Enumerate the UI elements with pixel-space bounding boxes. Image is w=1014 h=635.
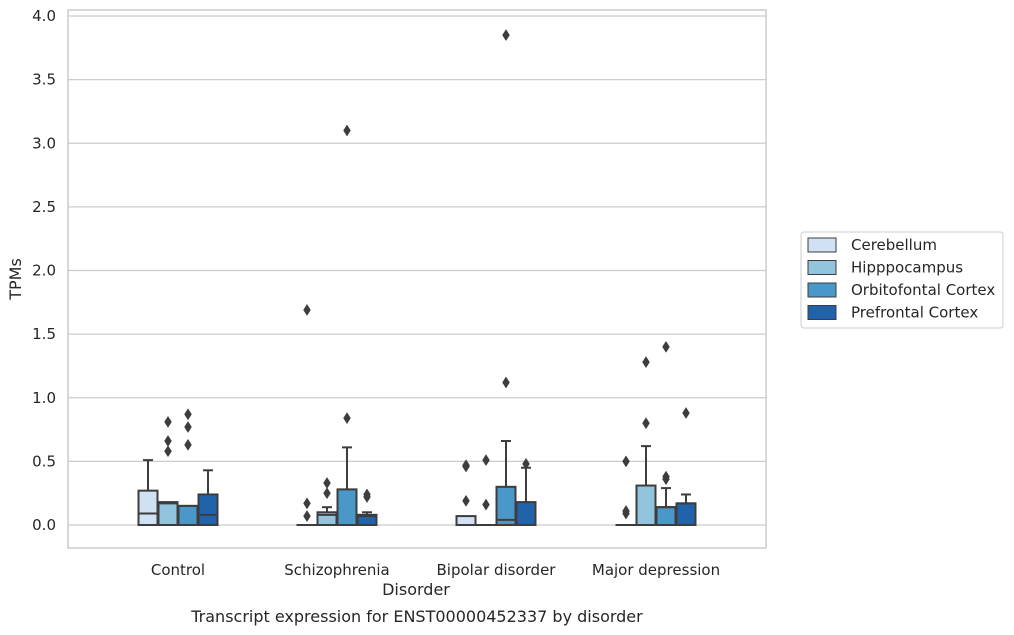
box	[655, 506, 677, 526]
outlier-point	[184, 438, 192, 451]
y-tick-label: 3.0	[32, 134, 56, 152]
box-plot	[455, 459, 477, 527]
outlier-point	[363, 488, 371, 501]
box-plot	[137, 459, 159, 526]
box	[675, 502, 697, 526]
outlier-point	[482, 454, 490, 467]
outlier-point	[323, 477, 331, 489]
outlier-point	[184, 408, 192, 421]
y-tick-label: 0.0	[32, 516, 56, 534]
y-tick-label: 2.5	[32, 198, 56, 216]
outlier-point	[622, 455, 630, 468]
box-plot	[615, 455, 637, 527]
outlier-point	[323, 487, 331, 500]
legend-label: Cerebellum	[851, 236, 937, 254]
outlier-point	[642, 356, 650, 369]
outlier-point	[303, 510, 311, 523]
x-tick-label: Schizophrenia	[284, 561, 389, 579]
outlier-point	[343, 412, 351, 425]
legend: Cerebellum Hipppocampus Orbitofontal Corte…	[800, 231, 1004, 329]
outlier-point	[662, 340, 670, 353]
x-tick-label: Control	[151, 561, 205, 579]
box	[455, 515, 477, 527]
legend-frame	[800, 231, 1004, 329]
y-tick-label: 1.5	[32, 325, 56, 343]
legend-swatch	[807, 260, 837, 275]
outlier-point	[303, 303, 311, 316]
box-plot	[356, 488, 378, 527]
box-plot	[495, 29, 517, 527]
legend-item: Hipppocampus	[807, 259, 963, 277]
legend-swatch	[807, 282, 837, 298]
x-tick-label: Bipolar disorder	[437, 561, 557, 579]
box-series	[137, 29, 697, 527]
outlier-point	[164, 445, 172, 458]
box-plot	[515, 457, 537, 527]
legend-swatch	[807, 305, 837, 320]
box-plot	[316, 477, 338, 527]
outlier-point	[482, 498, 490, 511]
series-prefrontal-cortex	[197, 407, 697, 527]
box	[157, 501, 179, 527]
box	[336, 488, 358, 526]
outlier-point	[682, 407, 690, 419]
series-cerebellum	[137, 303, 637, 527]
box	[515, 501, 537, 527]
series-orbitofontal-cortex	[177, 29, 677, 527]
outlier-point	[622, 505, 630, 517]
outlier-point	[662, 470, 670, 483]
box-plot	[336, 124, 358, 526]
box	[197, 493, 219, 526]
plot-area	[67, 9, 767, 549]
box	[177, 504, 199, 527]
legend-swatch	[807, 237, 837, 253]
box	[137, 489, 159, 526]
x-tick-labels: Control Schizophrenia Bipolar disorder Majo…	[151, 561, 720, 579]
box-plot	[675, 407, 697, 526]
legend-item: Prefrontal Cortex	[807, 304, 978, 322]
box-plot	[157, 415, 179, 527]
outlier-point	[522, 457, 530, 470]
legend-label: Orbitofontal Cortex	[851, 281, 995, 299]
box	[356, 513, 378, 527]
y-axis-label: TPMs	[6, 258, 25, 301]
y-tick-label: 4.0	[32, 7, 56, 25]
y-tick-label: 1.0	[32, 389, 56, 407]
outlier-point	[502, 376, 510, 389]
box	[635, 484, 657, 526]
outlier-point	[502, 29, 510, 42]
x-axis-label: Disorder	[382, 580, 450, 599]
outlier-point	[303, 497, 311, 510]
box-plot	[296, 303, 318, 527]
outlier-point	[164, 435, 172, 447]
legend-item: Cerebellum	[807, 236, 937, 254]
box-plot	[197, 469, 219, 526]
y-tick-label: 2.0	[32, 262, 56, 280]
legend-label: Prefrontal Cortex	[851, 304, 978, 322]
y-tick-label: 0.5	[32, 452, 56, 470]
legend-label: Hipppocampus	[851, 259, 963, 277]
outlier-point	[164, 415, 172, 428]
chart-caption: Transcript expression for ENST0000045233…	[190, 607, 643, 626]
box-plot	[635, 356, 657, 526]
outlier-point	[462, 459, 470, 472]
outlier-point	[462, 494, 470, 507]
outlier-point	[642, 417, 650, 430]
outlier-point	[343, 124, 351, 137]
series-hipppocampus	[157, 356, 657, 527]
x-tick-label: Major depression	[592, 561, 720, 579]
y-tick-label: 3.5	[32, 71, 56, 89]
grid-lines	[68, 15, 766, 526]
legend-item: Orbitofontal Cortex	[807, 281, 995, 299]
y-tick-labels: 0.0 0.5 1.0 1.5 2.0 2.5 3.0 3.5 4.0	[32, 7, 56, 534]
outlier-point	[184, 421, 192, 433]
